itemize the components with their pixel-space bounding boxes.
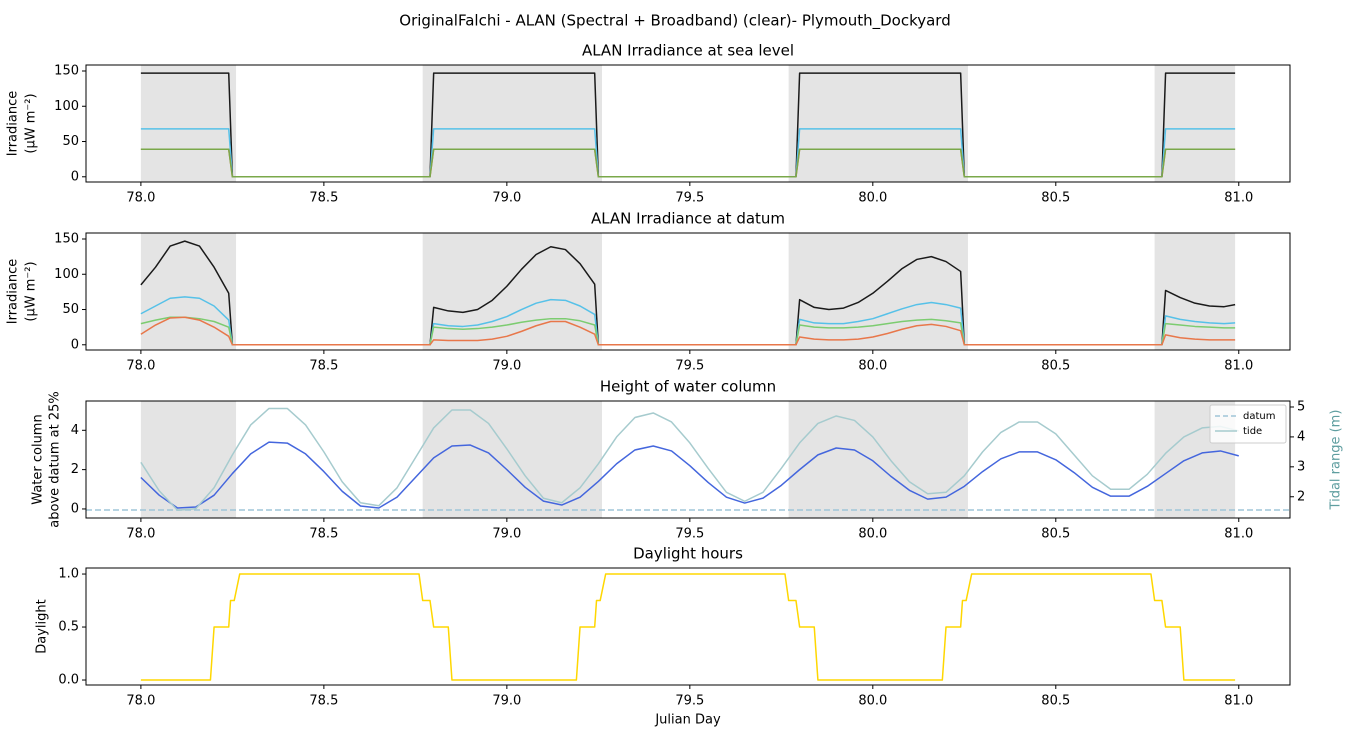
panel: ALAN Irradiance at sea level 78.0 78.5 79.0… (6, 42, 1291, 206)
x-tick-label: 79.5 (675, 527, 704, 542)
shaded-span (422, 65, 602, 182)
y-tick-label: 2 (71, 462, 79, 477)
x-tick-label: 78.5 (309, 694, 338, 709)
series-line (140, 72, 1236, 178)
shaded-span (788, 233, 968, 350)
y-axis-label: Irradiance (6, 259, 21, 324)
shaded-span (788, 65, 968, 182)
panel: Daylight hours 78.0 78.5 79.0 79.5 80.0 80.5 81… (35, 545, 1291, 728)
y-tick-label: 0 (71, 337, 79, 352)
shaded-span (1154, 65, 1236, 182)
x-tick-label: 80.0 (858, 191, 887, 206)
series-line (140, 316, 1236, 346)
y-tick-label: 0 (71, 169, 79, 184)
axes-title: Height of water column (600, 378, 776, 396)
panel: ALAN Irradiance at datum 78.0 78.5 79.0 79.5… (6, 210, 1291, 374)
y-tick-label: 0.0 (58, 673, 79, 688)
y-axis-label: Irradiance (6, 91, 21, 156)
x-tick-label: 81.0 (1224, 359, 1253, 374)
series-line (140, 296, 1236, 346)
x-tick-label: 79.5 (675, 359, 704, 374)
shaded-span (140, 65, 237, 182)
y-tick-label: 0.5 (58, 620, 79, 635)
x-tick-label: 79.0 (492, 694, 521, 709)
y-tick-label: 100 (54, 267, 79, 282)
legend-label: tide (1243, 426, 1262, 437)
x-tick-label: 78.0 (126, 359, 155, 374)
x-tick-label: 80.5 (1041, 694, 1070, 709)
axes-title: ALAN Irradiance at datum (591, 210, 785, 228)
x-tick-label: 80.5 (1041, 359, 1070, 374)
series-line (140, 407, 1239, 511)
x-tick-label: 79.0 (492, 359, 521, 374)
x-tick-label: 79.5 (675, 191, 704, 206)
y2-tick-label: 3 (1297, 459, 1305, 474)
y-axis-label: (μW m⁻²) (24, 93, 39, 153)
x-tick-label: 78.0 (126, 191, 155, 206)
x-tick-label: 78.5 (309, 359, 338, 374)
series-line (140, 148, 1236, 178)
x-tick-label: 79.5 (675, 694, 704, 709)
axes-frame (85, 64, 1291, 183)
legend-label: datum (1243, 411, 1275, 422)
panel: Height of water column 78.0 78.5 79.0 79.5 80… (31, 378, 1344, 542)
y-axis-label: (μW m⁻²) (24, 261, 39, 321)
y-tick-label: 50 (62, 134, 79, 149)
x-tick-label: 79.0 (492, 191, 521, 206)
axes-frame (85, 232, 1291, 351)
axes-frame (85, 400, 1291, 519)
series-line (140, 316, 1236, 346)
x-tick-label: 78.5 (309, 191, 338, 206)
y-axis-label: Water column (31, 414, 46, 504)
series-line (140, 573, 1236, 681)
shaded-span (788, 401, 968, 518)
y2-tick-label: 5 (1297, 399, 1305, 414)
x-tick-label: 81.0 (1224, 694, 1253, 709)
y-tick-label: 1.0 (58, 567, 79, 582)
y2-tick-label: 4 (1297, 429, 1305, 444)
series-line (140, 128, 1236, 178)
figure-title: OriginalFalchi - ALAN (Spectral + Broadb… (399, 12, 950, 31)
axes-title: ALAN Irradiance at sea level (582, 42, 794, 60)
axes-frame (85, 567, 1291, 686)
axes-title: Daylight hours (633, 545, 743, 563)
x-tick-label: 78.5 (309, 527, 338, 542)
y-tick-label: 150 (54, 231, 79, 246)
x-tick-label: 80.5 (1041, 527, 1070, 542)
shaded-span (422, 401, 602, 518)
x-tick-label: 80.0 (858, 694, 887, 709)
legend-box (1209, 404, 1287, 444)
series-line (140, 240, 1236, 346)
y-axis-label: Daylight (35, 599, 50, 653)
y-tick-label: 50 (62, 302, 79, 317)
x-tick-label: 78.0 (126, 527, 155, 542)
series-line (140, 148, 1236, 178)
x-tick-label: 79.0 (492, 527, 521, 542)
y-tick-label: 4 (71, 423, 79, 438)
x-tick-label: 81.0 (1224, 527, 1253, 542)
series-line (140, 441, 1239, 509)
x-tick-label: 81.0 (1224, 191, 1253, 206)
x-tick-label: 80.5 (1041, 191, 1070, 206)
shaded-span (422, 233, 602, 350)
y2-axis-label: Tidal range (m) (1329, 410, 1344, 511)
x-tick-label: 80.0 (858, 527, 887, 542)
y-axis-label: above datum at 25% (48, 391, 63, 527)
y2-tick-label: 2 (1297, 489, 1305, 504)
x-tick-label: 80.0 (858, 359, 887, 374)
y-tick-label: 0 (71, 501, 79, 516)
shaded-span (140, 401, 237, 518)
y-tick-label: 150 (54, 63, 79, 78)
x-axis-label: Julian Day (654, 713, 721, 728)
y-tick-label: 100 (54, 99, 79, 114)
x-tick-label: 78.0 (126, 694, 155, 709)
